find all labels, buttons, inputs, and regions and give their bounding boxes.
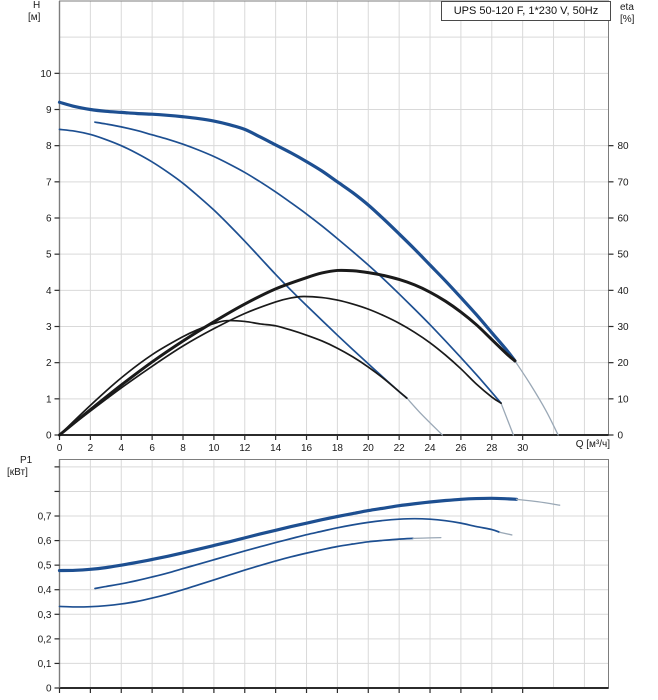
x-tick-label: 18 [332,443,344,454]
y-right-tick-label: 10 [618,394,630,405]
flow-axis-unit: Q [м³/ч] [575,439,610,450]
x-tick-label: 30 [517,443,529,454]
eta-speed1 [58,319,408,436]
x-tick-label: 22 [394,443,406,454]
y-right-tick-label: 30 [618,322,630,333]
x-tick-label: 16 [301,443,313,454]
y-right-tick-label: 20 [618,358,630,369]
power-speed1-ext [412,536,442,540]
y-left-tick-label: 6 [46,214,52,225]
head-speed1 [58,128,408,399]
y-left-tick-label: 1 [46,394,52,405]
y-right-tick-label: 50 [618,250,630,261]
x-tick-label: 20 [363,443,375,454]
y-right-tick-label: 40 [618,286,630,297]
head-axis-unit-line2: [м] [28,12,41,23]
y-left-tick-label: 3 [46,322,52,333]
power-speed1 [58,537,414,608]
y-left-tick-label: 0,7 [38,512,52,523]
x-tick-label: 14 [270,443,282,454]
y-left-tick-label: 7 [46,177,52,188]
y-left-tick-label: 10 [40,69,52,80]
x-tick-label: 8 [180,443,186,454]
eta-speed3 [58,268,517,437]
head-speed3 [57,100,517,363]
power-speed2 [94,517,501,590]
eta-speed2 [58,295,502,436]
y-left-tick-label: 0,4 [38,585,52,596]
y-left-tick-label: 2 [46,358,52,369]
power-speed3 [57,496,519,573]
power-speed2-ext [498,531,513,536]
y-right-tick-label: 60 [618,214,630,225]
power-speed3-ext [515,498,561,506]
y-left-tick-label: 0,5 [38,561,52,572]
x-tick-label: 10 [208,443,220,454]
head-speed2 [94,121,502,405]
pump-model-label: UPS 50-120 F, 1*230 V, 50Hz [441,1,611,21]
power-axis-unit-line2: [кВт] [7,467,28,478]
y-left-tick-label: 8 [46,141,52,152]
y-left-tick-label: 0,2 [38,634,52,645]
x-tick-label: 12 [239,443,251,454]
power-axis-unit-line1: P1 [20,455,33,466]
y-left-tick-label: 4 [46,286,52,297]
eta-axis-unit-line1: eta [620,2,634,13]
y-left-tick-label: 0 [46,431,52,442]
y-left-tick-label: 0,1 [38,659,52,670]
y-left-tick-label: 0,6 [38,536,52,547]
x-tick-label: 6 [149,443,155,454]
x-tick-label: 4 [118,443,124,454]
y-right-tick-label: 70 [618,177,630,188]
head-speed2-ext [500,402,515,436]
plot-border [59,459,609,689]
y-left-tick-label: 0 [46,684,52,695]
head-speed3-ext [514,360,559,436]
x-tick-label: 26 [455,443,467,454]
x-tick-label: 0 [57,443,63,454]
x-tick-label: 2 [88,443,94,454]
x-tick-label: 24 [424,443,436,454]
y-left-tick-label: 9 [46,105,52,116]
y-left-tick-label: 5 [46,250,52,261]
head-axis-unit-line1: H [33,0,41,11]
eta-axis-unit-line2: [%] [620,14,635,25]
head-speed1-ext [406,397,444,436]
x-tick-label: 28 [486,443,498,454]
y-right-tick-label: 80 [618,141,630,152]
y-right-tick-label: 0 [618,431,624,442]
y-left-tick-label: 0,3 [38,610,52,621]
pump-model-text: UPS 50-120 F, 1*230 V, 50Hz [453,5,599,17]
